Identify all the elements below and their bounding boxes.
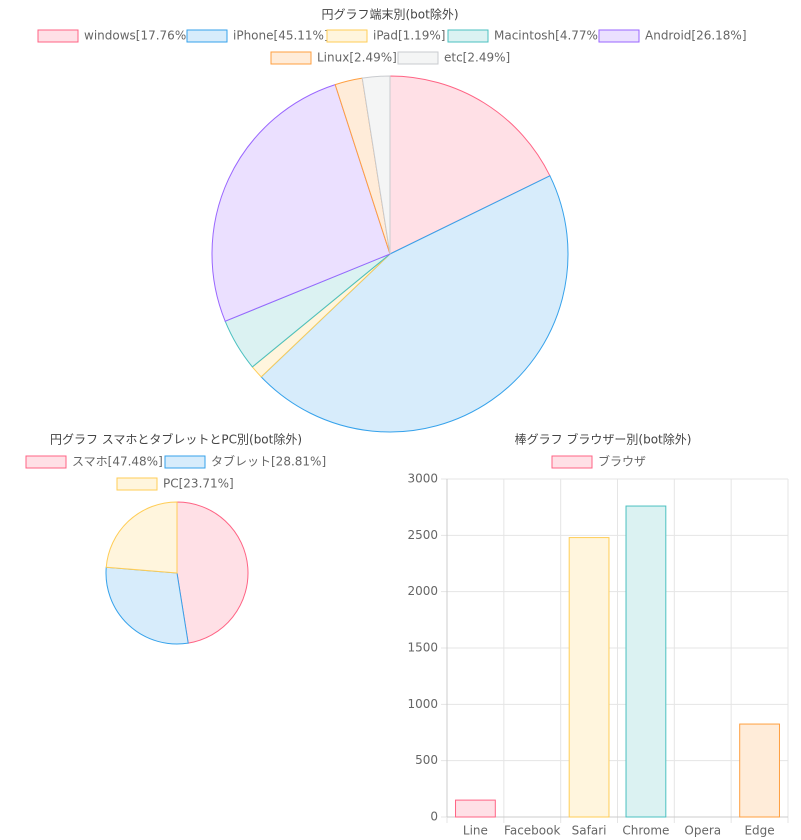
chart2-legend-0-swatch [25, 455, 67, 469]
chart1-legend-2-swatch [326, 29, 368, 43]
chart1-legend-4-swatch [598, 29, 640, 43]
chart3-bar-3 [625, 505, 667, 818]
chart3-ytick-3: 1500 [407, 641, 438, 655]
chart1-legend-0-label: windows[17.76%] [84, 29, 191, 43]
chart3-legend-label: ブラウザ [598, 454, 646, 469]
chart3-ytick-2: 1000 [407, 697, 438, 711]
chart3-bar-5 [739, 723, 780, 818]
chart3-xtick-5: Edge [744, 824, 774, 838]
chart1-legend-3-label: Macintosh[4.77%] [494, 29, 603, 43]
chart3-xtick-1: Facebook [504, 824, 560, 838]
chart2-legend-1-label: タブレット[28.81%] [211, 454, 326, 469]
chart3-xtick-2: Safari [572, 824, 607, 838]
chart3-xtick-0: Line [463, 824, 488, 838]
chart2-legend-2-label: PC[23.71%] [163, 477, 234, 491]
chart3-bar-2 [568, 537, 610, 818]
chart1-legend-3-swatch [447, 29, 489, 43]
chart1-legend-5-swatch [270, 51, 312, 65]
chart1-legend-2-label: iPad[1.19%] [373, 29, 446, 43]
chart1-title: 円グラフ端末別(bot除外) [321, 7, 458, 22]
chart1-legend-6-swatch [397, 51, 439, 65]
chart3-ytick-0: 0 [430, 810, 438, 824]
pie1-slice-1 [260, 175, 569, 433]
chart3-ytick-6: 3000 [407, 472, 438, 486]
chart3-bar-0 [455, 799, 496, 818]
chart2-legend-2-swatch [116, 477, 158, 491]
pie1-slice-4 [211, 84, 391, 322]
pie2-slice-1 [105, 566, 189, 645]
chart2-legend-0-label: スマホ[47.48%] [72, 455, 163, 469]
chart3-ytick-4: 2000 [407, 584, 438, 598]
pie2-slice-2 [105, 501, 178, 574]
chart3-legend-swatch [551, 455, 593, 469]
chart1-legend-5-label: Linux[2.49%] [317, 51, 397, 65]
chart1-legend-0-swatch [37, 29, 79, 43]
pie2-slice-0 [176, 501, 249, 644]
chart1-legend-1-swatch [186, 29, 228, 43]
chart1-legend-6-label: etc[2.49%] [444, 51, 510, 65]
chart3-title: 棒グラフ ブラウザー別(bot除外) [515, 432, 692, 447]
chart1-legend-4-label: Android[26.18%] [645, 29, 747, 43]
chart3-xtick-3: Chrome [622, 824, 669, 838]
chart1-legend-1-label: iPhone[45.11%] [233, 29, 329, 43]
chart3-ytick-1: 500 [415, 753, 438, 767]
pie1-slice-6 [361, 75, 391, 255]
chart2-title: 円グラフ スマホとタブレットとPC別(bot除外) [50, 432, 302, 447]
pie1-slice-0 [389, 75, 551, 255]
chart2-legend-1-swatch [164, 455, 206, 469]
chart3-xtick-4: Opera [684, 824, 721, 838]
chart3-ytick-5: 2500 [407, 528, 438, 542]
